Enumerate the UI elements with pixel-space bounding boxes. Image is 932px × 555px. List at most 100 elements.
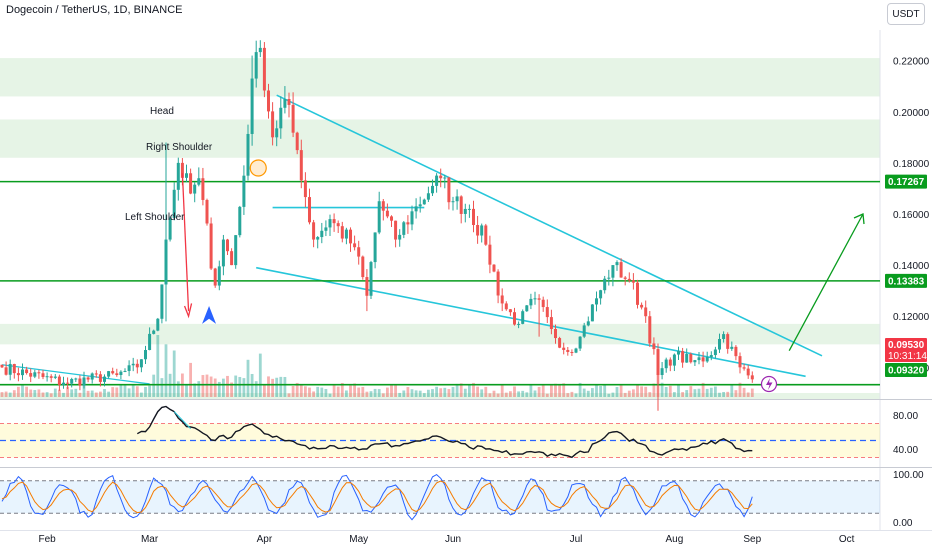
price-tick-label: 0.16000 [893, 210, 930, 221]
volume-bar [234, 375, 238, 397]
candle-body [349, 229, 352, 244]
candle-body [86, 377, 90, 380]
candle-body [299, 150, 303, 181]
volume-bar [500, 384, 504, 397]
volume-bar [533, 390, 537, 397]
candle-body [718, 339, 721, 350]
candle-body [500, 295, 504, 304]
candle-body [16, 373, 20, 376]
blue-up-arrow-marker [202, 306, 217, 324]
candle-body [8, 364, 12, 375]
volume-bar [201, 375, 205, 397]
volume-bar [209, 376, 213, 397]
volume-bar [217, 381, 221, 397]
candle-body [742, 367, 746, 369]
volume-bar [431, 389, 434, 397]
candle-body [582, 325, 586, 337]
volume-bar [468, 384, 471, 397]
volume-bar [513, 386, 516, 397]
time-tick-label: May [349, 534, 368, 545]
volume-bar [709, 387, 713, 397]
volume-bar [521, 390, 525, 397]
candle-body [226, 239, 229, 252]
volume-bar [377, 389, 381, 397]
candle-body [636, 282, 639, 305]
candle-body [549, 317, 553, 329]
candle-body [484, 225, 488, 245]
chart-title: Dogecoin / TetherUS, 1D, BINANCE [6, 4, 183, 16]
candle-body [213, 268, 217, 286]
volume-bar [496, 393, 500, 397]
highlight-circle [249, 159, 267, 177]
volume-bar [287, 393, 291, 397]
volume-bar [484, 386, 488, 397]
volume-bar [640, 386, 643, 397]
candle-body [586, 321, 590, 326]
time-tick-label: Aug [666, 534, 684, 545]
candle-body [390, 216, 393, 221]
volume-bar [410, 389, 414, 397]
candle-body [529, 298, 533, 306]
volume-bar [74, 388, 78, 397]
volume-bar [697, 388, 701, 397]
candle-body [545, 307, 549, 318]
volume-bar [664, 386, 668, 397]
volume-bar [525, 392, 529, 397]
volume-bar [263, 384, 266, 397]
stoch-d-line [1, 480, 753, 514]
volume-bar [324, 388, 328, 397]
candle-body [467, 208, 471, 210]
price-tick-label: 0.18000 [893, 159, 930, 170]
volume-bar [402, 390, 406, 397]
candle-body [357, 247, 361, 257]
volume-bar [681, 392, 684, 397]
level-label-upper: 0.17267 [888, 177, 925, 188]
candle-body [488, 244, 492, 265]
candle-body [599, 290, 603, 299]
price-tick-label: 0.12000 [893, 312, 930, 323]
support-resistance-zone [0, 58, 880, 97]
volume-bar [586, 390, 590, 397]
candle-body [664, 359, 668, 369]
candle-body [373, 232, 377, 263]
candle-body [82, 377, 86, 386]
currency-selector[interactable]: USDT [887, 3, 925, 25]
volume-bar [619, 385, 623, 397]
volume-bar [459, 383, 463, 397]
volume-bar [574, 393, 578, 397]
candle-body [135, 363, 139, 368]
volume-bar [644, 386, 648, 397]
volume-bar [705, 388, 709, 397]
volume-bar [722, 391, 725, 397]
red-arrow-head [183, 303, 193, 319]
candle-body [111, 371, 115, 374]
stoch-k-line [1, 473, 753, 521]
volume-bar [578, 382, 582, 397]
annotation-left-shoulder: Left Shoulder [125, 212, 185, 223]
candle-body [517, 323, 521, 325]
rsi-tick-label: 40.00 [893, 445, 918, 456]
volume-bar [258, 353, 262, 397]
volume-bar [365, 391, 369, 397]
volume-bar [12, 390, 16, 397]
volume-bar [49, 393, 53, 397]
volume-bar [746, 392, 750, 397]
stoch-tick-label: 0.00 [893, 518, 913, 529]
candle-body [246, 133, 250, 176]
candle-body [254, 52, 258, 79]
candle-body [377, 201, 381, 233]
candle-body [656, 349, 660, 375]
candle-body [459, 196, 463, 214]
volume-bar [476, 386, 479, 397]
volume-bar [422, 393, 426, 397]
support-resistance-zone [0, 323, 880, 345]
candle-body [734, 346, 738, 357]
volume-bar [70, 389, 74, 397]
volume-bar [689, 386, 693, 397]
volume-bar [135, 386, 139, 397]
volume-bar [123, 385, 127, 397]
candle-body [353, 243, 357, 248]
candle-body [422, 199, 426, 205]
